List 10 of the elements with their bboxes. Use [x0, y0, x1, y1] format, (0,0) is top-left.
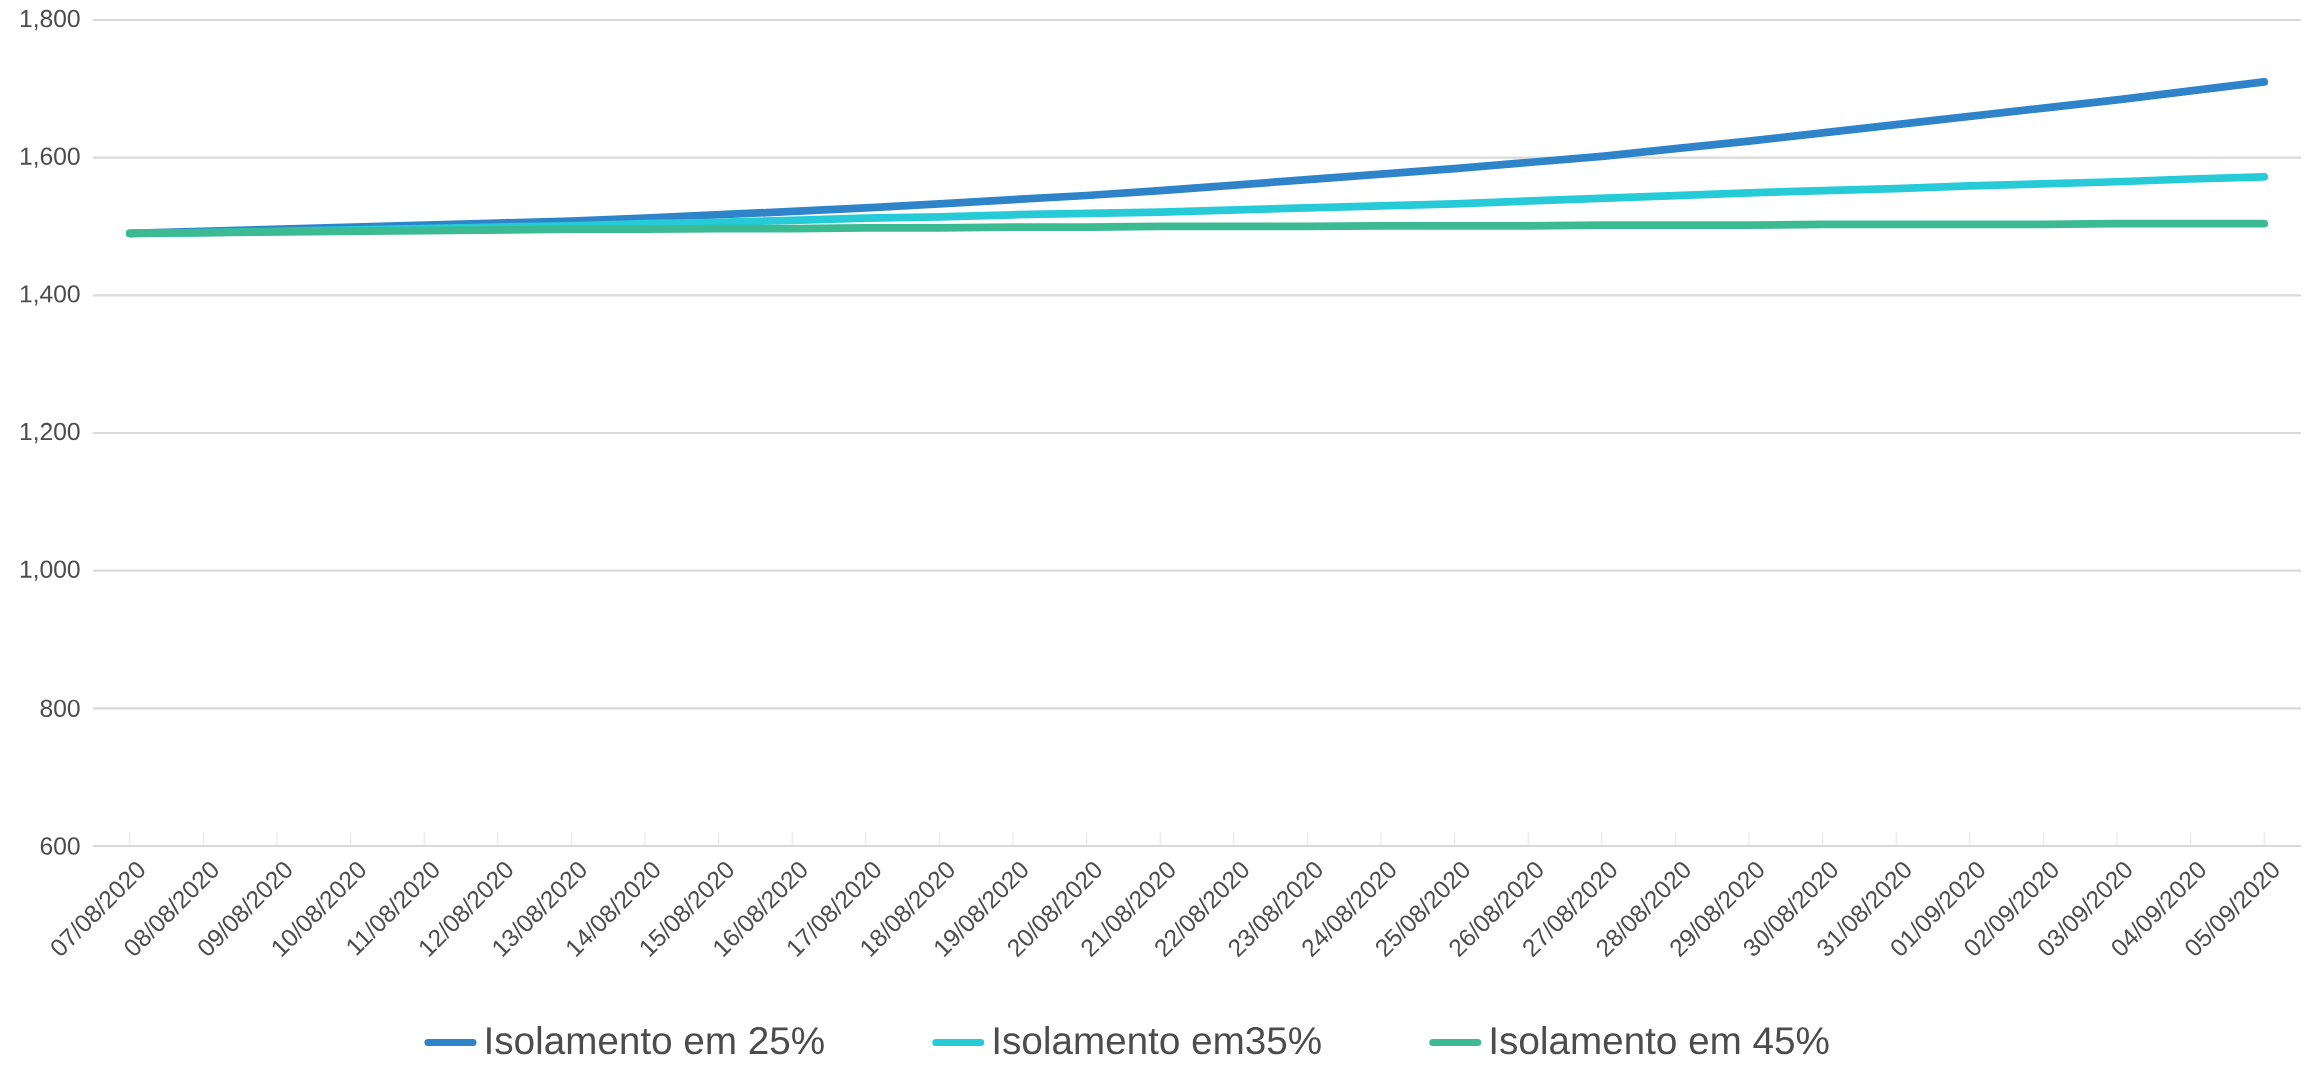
y-tick-label: 1,600 — [20, 147, 80, 168]
legend-label: Isolamento em 45% — [1491, 1025, 1829, 1055]
y-tick-label: 800 — [40, 699, 80, 718]
y-tick-label: 1,800 — [20, 9, 80, 31]
y-tick-label: 1,200 — [20, 422, 80, 444]
legend-label: Isolamento em35% — [994, 1025, 1321, 1055]
legend-label: Isolamento em 25% — [487, 1025, 824, 1055]
y-tick-label: 1,400 — [20, 285, 80, 306]
y-tick-label: 600 — [40, 837, 80, 855]
y-tick-label: 1,000 — [20, 560, 80, 581]
